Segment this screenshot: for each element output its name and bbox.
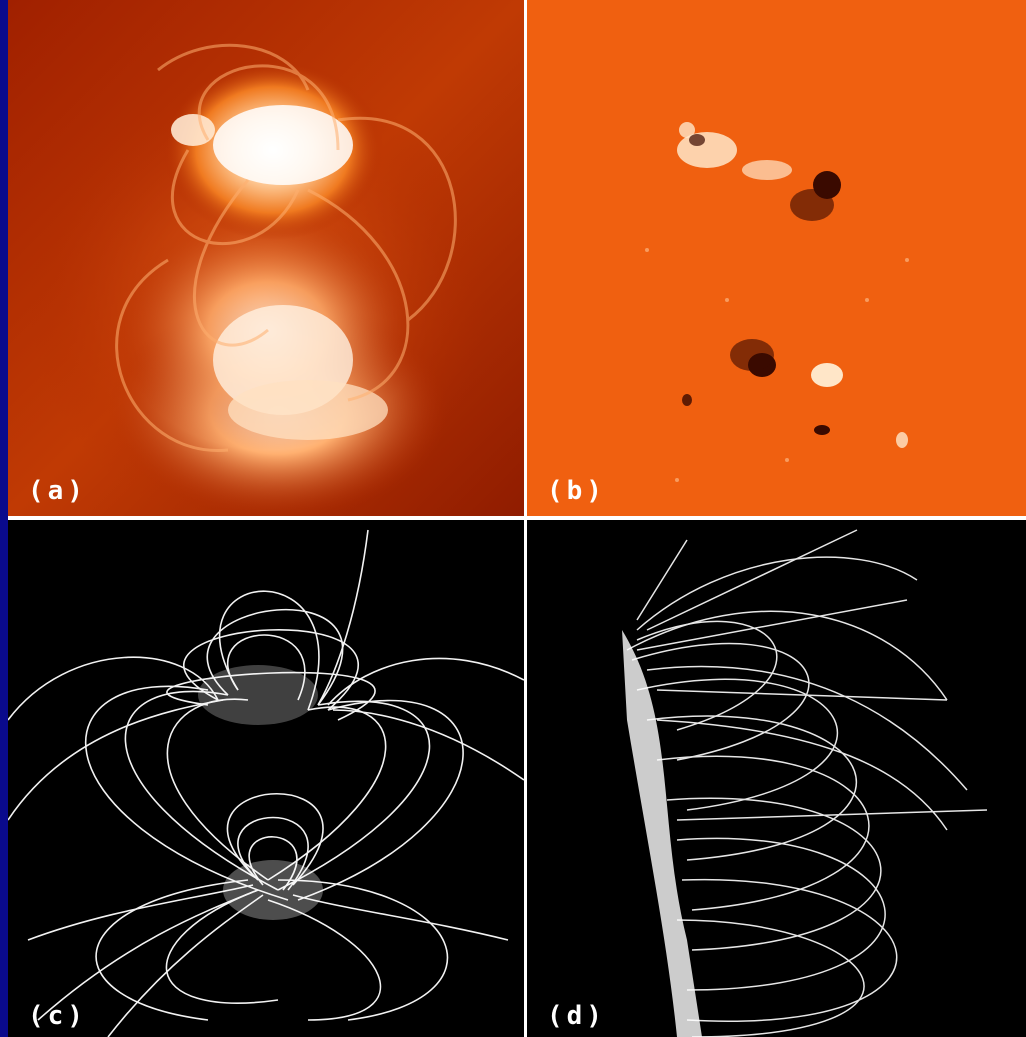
panel-d-label: (d) — [547, 1001, 606, 1031]
magnetogram-graphic — [527, 0, 1026, 516]
panel-a-coronal-image: (a) — [8, 0, 524, 516]
field-lines-side-graphic — [622, 529, 988, 1037]
panel-b-label: (b) — [547, 476, 606, 506]
field-lines-top-graphic — [8, 529, 524, 1037]
coronal-image-graphic — [8, 0, 524, 516]
panel-b-magnetogram: (b) — [527, 0, 1026, 516]
panel-c-label: (c) — [28, 1001, 87, 1031]
panel-c-field-lines: (c) — [8, 520, 524, 1037]
panel-d-field-lines-side: (d) — [527, 520, 1026, 1037]
panel-a-label: (a) — [28, 476, 87, 506]
